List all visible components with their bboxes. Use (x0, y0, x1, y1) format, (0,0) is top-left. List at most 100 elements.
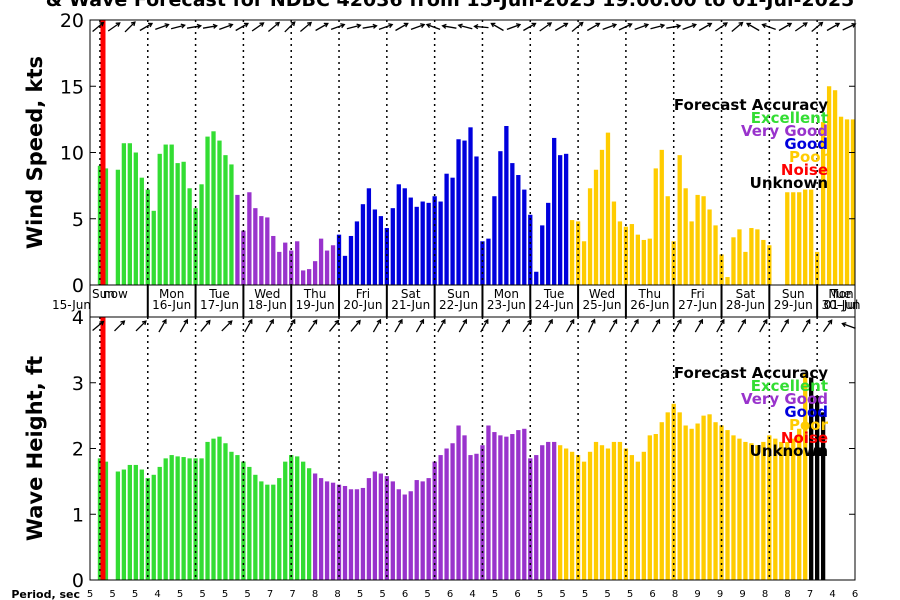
wave-bar (599, 445, 605, 580)
wave-bar (289, 455, 294, 580)
wind-bar (133, 152, 138, 285)
wind-bar (462, 140, 467, 285)
wave-direction-arrow-head (548, 318, 553, 324)
wave-bar (396, 489, 401, 580)
wind-bar (820, 122, 826, 285)
day-label-dow: Sat (401, 287, 421, 301)
wind-bar (593, 169, 599, 285)
wind-direction-arrow-head (746, 22, 752, 28)
wind-bar (420, 201, 425, 285)
wind-direction-arrow (410, 23, 425, 31)
wave-bar (402, 494, 407, 580)
period-value: 8 (762, 589, 768, 600)
wave-direction-arrow (114, 320, 125, 332)
wave-bar (552, 441, 557, 580)
day-label-dow: Wed (589, 287, 615, 301)
period-value: 7 (289, 589, 295, 600)
period-value: 5 (559, 589, 565, 600)
wind-direction-arrow (491, 22, 504, 32)
wave-bar (743, 441, 748, 580)
wave-direction-arrow (244, 319, 253, 333)
wave-direction-arrow (158, 319, 167, 333)
wind-bar (617, 221, 623, 285)
legend-title: Forecast Accuracy (674, 364, 828, 382)
wave-direction-arrow (179, 319, 188, 333)
wind-direction-arrow-head (627, 22, 633, 28)
wind-bar (408, 197, 413, 285)
wave-bar (121, 469, 127, 580)
wave-direction-arrow-head (227, 320, 233, 326)
wave-bar (791, 438, 796, 580)
wave-bar (797, 428, 802, 580)
wind-bar (826, 86, 832, 285)
wind-bar (384, 228, 389, 285)
wind-direction-arrow-head (115, 22, 121, 27)
wind-direction-arrow (474, 25, 489, 29)
wind-bar (767, 245, 772, 285)
wave-direction-arrow (716, 319, 725, 333)
wind-bar (761, 239, 766, 285)
wave-direction-arrow-head (376, 318, 382, 324)
wave-direction-arrow (221, 320, 233, 332)
wind-direction-arrow-head (372, 23, 378, 29)
wave-bar (193, 458, 198, 580)
wind-bar (659, 149, 664, 285)
wind-direction-arrow-head (547, 22, 553, 27)
wave-direction-arrow (458, 319, 467, 333)
wind-bar (587, 188, 593, 285)
wave-direction-arrow-head (676, 318, 682, 324)
wind-direction-arrow-head (130, 21, 136, 27)
wind-direction-arrow-head (802, 22, 808, 27)
wind-direction-arrow (92, 22, 104, 32)
wind-bar (277, 251, 282, 286)
wave-bar (779, 441, 784, 580)
wind-y-tick-label: 15 (60, 76, 84, 98)
wind-direction-arrow (571, 22, 584, 32)
period-value: 7 (267, 589, 273, 600)
day-label-date: 21-Jun (391, 298, 430, 312)
wave-bar (306, 468, 312, 580)
wind-bar (838, 116, 844, 285)
wind-bar (635, 234, 640, 285)
wave-bar (271, 484, 276, 580)
wind-direction-arrow (426, 23, 441, 31)
wind-bar (683, 188, 688, 285)
wind-bar (199, 184, 204, 285)
wind-bar (217, 140, 222, 285)
legend-item: Excellent (751, 109, 828, 127)
wind-bar (492, 196, 497, 285)
wind-bar (486, 238, 491, 286)
day-label-dow: Sun (92, 287, 115, 301)
wind-bar (211, 131, 216, 285)
chart-title: & Wave Forecast for NDBC 42036 from 15-J… (46, 0, 855, 11)
wind-direction-arrow (330, 23, 345, 31)
legend-item: Excellent (751, 377, 828, 395)
wave-bar (253, 474, 258, 580)
wave-bar (707, 414, 712, 580)
wind-direction-arrow-head (676, 23, 682, 29)
wave-direction-arrow (608, 319, 618, 333)
day-label-dow: Mon (159, 287, 184, 301)
wind-direction-arrow-head (787, 22, 793, 28)
wind-bar (283, 242, 288, 285)
wave-direction-arrow (588, 319, 596, 333)
wave-bar (151, 474, 156, 580)
wind-bar (432, 196, 437, 285)
wind-bar (791, 192, 796, 285)
wave-direction-arrow-head (634, 318, 639, 324)
wind-bar (785, 192, 790, 285)
wave-bar (569, 451, 575, 580)
wind-direction-arrow-head (420, 23, 426, 29)
wave-bar (348, 489, 354, 580)
period-row: Period, sec 5 5 5 4 5 5 5 5 7 7 8 8 5 5 6 5 6 4 5 6 5 5 5 5 5 6 8 9 9… (11, 588, 858, 600)
wave-direction-arrow-head (440, 318, 446, 324)
wind-direction-arrow-head (595, 22, 601, 28)
wind-bar (169, 144, 174, 285)
wind-direction-arrow (746, 22, 760, 32)
wind-direction-arrow (602, 23, 617, 31)
wave-direction-arrow (544, 319, 553, 333)
wave-direction-arrow-head (590, 318, 596, 324)
wind-direction-arrow (170, 24, 185, 30)
wave-direction-arrow-head (355, 319, 361, 325)
wind-bar (832, 90, 838, 285)
